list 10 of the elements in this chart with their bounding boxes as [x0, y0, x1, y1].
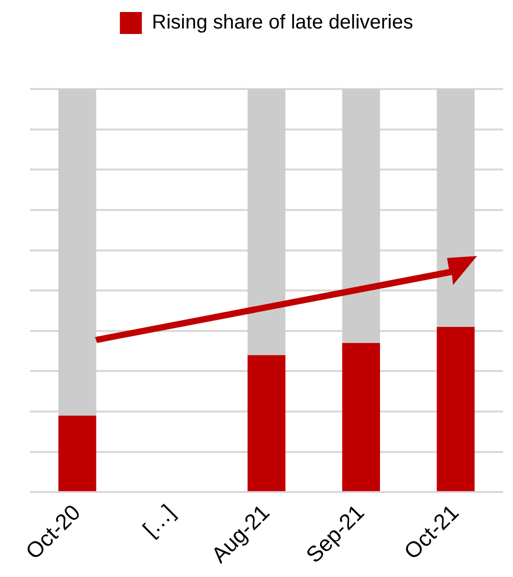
- x-tick-label: […]: [138, 500, 180, 542]
- bar: [248, 355, 286, 492]
- bar: [342, 89, 380, 343]
- legend-label: Rising share of late deliveries: [152, 12, 414, 34]
- bar: [248, 89, 286, 356]
- bar: [436, 326, 475, 492]
- bar: [58, 89, 96, 416]
- bar: [342, 342, 380, 492]
- bar: [436, 89, 475, 327]
- bar: [58, 416, 96, 492]
